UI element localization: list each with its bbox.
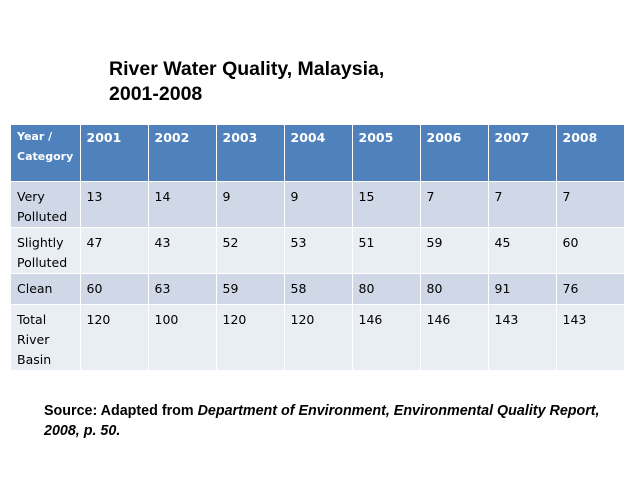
category-line2: Polluted <box>17 254 68 270</box>
header-year: 2007 <box>488 125 557 182</box>
header-year: 2003 <box>216 125 285 182</box>
table-cell: 120 <box>216 304 285 371</box>
table-cell: 80 <box>352 273 421 305</box>
table-cell: 63 <box>148 273 217 305</box>
category-line2: River <box>17 331 50 347</box>
table-cell: 59 <box>216 273 285 305</box>
row-category: Slightly Polluted <box>11 227 81 274</box>
table-cell: 80 <box>420 273 489 305</box>
header-year-category: Year / Category <box>11 125 81 182</box>
table-cell: 59 <box>420 227 489 274</box>
category-line1: Total <box>17 311 47 327</box>
table-cell: 7 <box>420 181 489 228</box>
table-cell: 120 <box>284 304 353 371</box>
category-line2: Polluted <box>17 208 68 224</box>
table-cell: 9 <box>284 181 353 228</box>
table-cell: 51 <box>352 227 421 274</box>
table-cell: 146 <box>420 304 489 371</box>
table-cell: 143 <box>488 304 557 371</box>
table-cell: 52 <box>216 227 285 274</box>
table-cell: 146 <box>352 304 421 371</box>
header-year: 2005 <box>352 125 421 182</box>
row-category: Clean <box>11 273 81 305</box>
table-cell: 45 <box>488 227 557 274</box>
table-cell: 100 <box>148 304 217 371</box>
title-line-1: River Water Quality, Malaysia, <box>109 58 385 80</box>
table-cell: 120 <box>80 304 149 371</box>
header-year: 2002 <box>148 125 217 182</box>
category-line1: Slightly <box>17 234 64 250</box>
page-title: River Water Quality, Malaysia, 2001-2008 <box>109 57 489 107</box>
table-cell: 7 <box>556 181 625 228</box>
table-row: Very Polluted 13 14 9 9 15 7 7 7 <box>11 181 625 228</box>
table-cell: 43 <box>148 227 217 274</box>
source-reference: Department of Environment, Environmental… <box>44 403 600 439</box>
table-cell: 91 <box>488 273 557 305</box>
header-year: 2001 <box>80 125 149 182</box>
table-cell: 15 <box>352 181 421 228</box>
source-citation: Source: Adapted from Department of Envir… <box>44 401 604 441</box>
table-cell: 47 <box>80 227 149 274</box>
table-cell: 58 <box>284 273 353 305</box>
row-category: Very Polluted <box>11 181 81 228</box>
row-category: Total River Basin <box>11 304 81 371</box>
category-line1: Very <box>17 188 45 204</box>
river-quality-table: Year / Category 2001 2002 2003 2004 2005 … <box>11 125 625 371</box>
header-label-line1: Year / <box>17 130 53 143</box>
table-row: Total River Basin 120 100 120 120 146 146 … <box>11 304 625 371</box>
header-label-line2: Category <box>17 150 74 163</box>
table-header-row: Year / Category 2001 2002 2003 2004 2005 … <box>11 125 625 182</box>
table-cell: 60 <box>80 273 149 305</box>
table-cell: 9 <box>216 181 285 228</box>
table-cell: 7 <box>488 181 557 228</box>
header-year: 2008 <box>556 125 625 182</box>
table-cell: 14 <box>148 181 217 228</box>
table-cell: 143 <box>556 304 625 371</box>
source-prefix: Source: Adapted from <box>44 403 198 419</box>
table-row: Slightly Polluted 47 43 52 53 51 59 45 60 <box>11 227 625 274</box>
category-line3: Basin <box>17 351 52 367</box>
header-year: 2004 <box>284 125 353 182</box>
table-cell: 13 <box>80 181 149 228</box>
title-line-2: 2001-2008 <box>109 83 203 105</box>
table-cell: 76 <box>556 273 625 305</box>
header-year: 2006 <box>420 125 489 182</box>
table-row: Clean 60 63 59 58 80 80 91 76 <box>11 273 625 305</box>
table-cell: 53 <box>284 227 353 274</box>
table-cell: 60 <box>556 227 625 274</box>
